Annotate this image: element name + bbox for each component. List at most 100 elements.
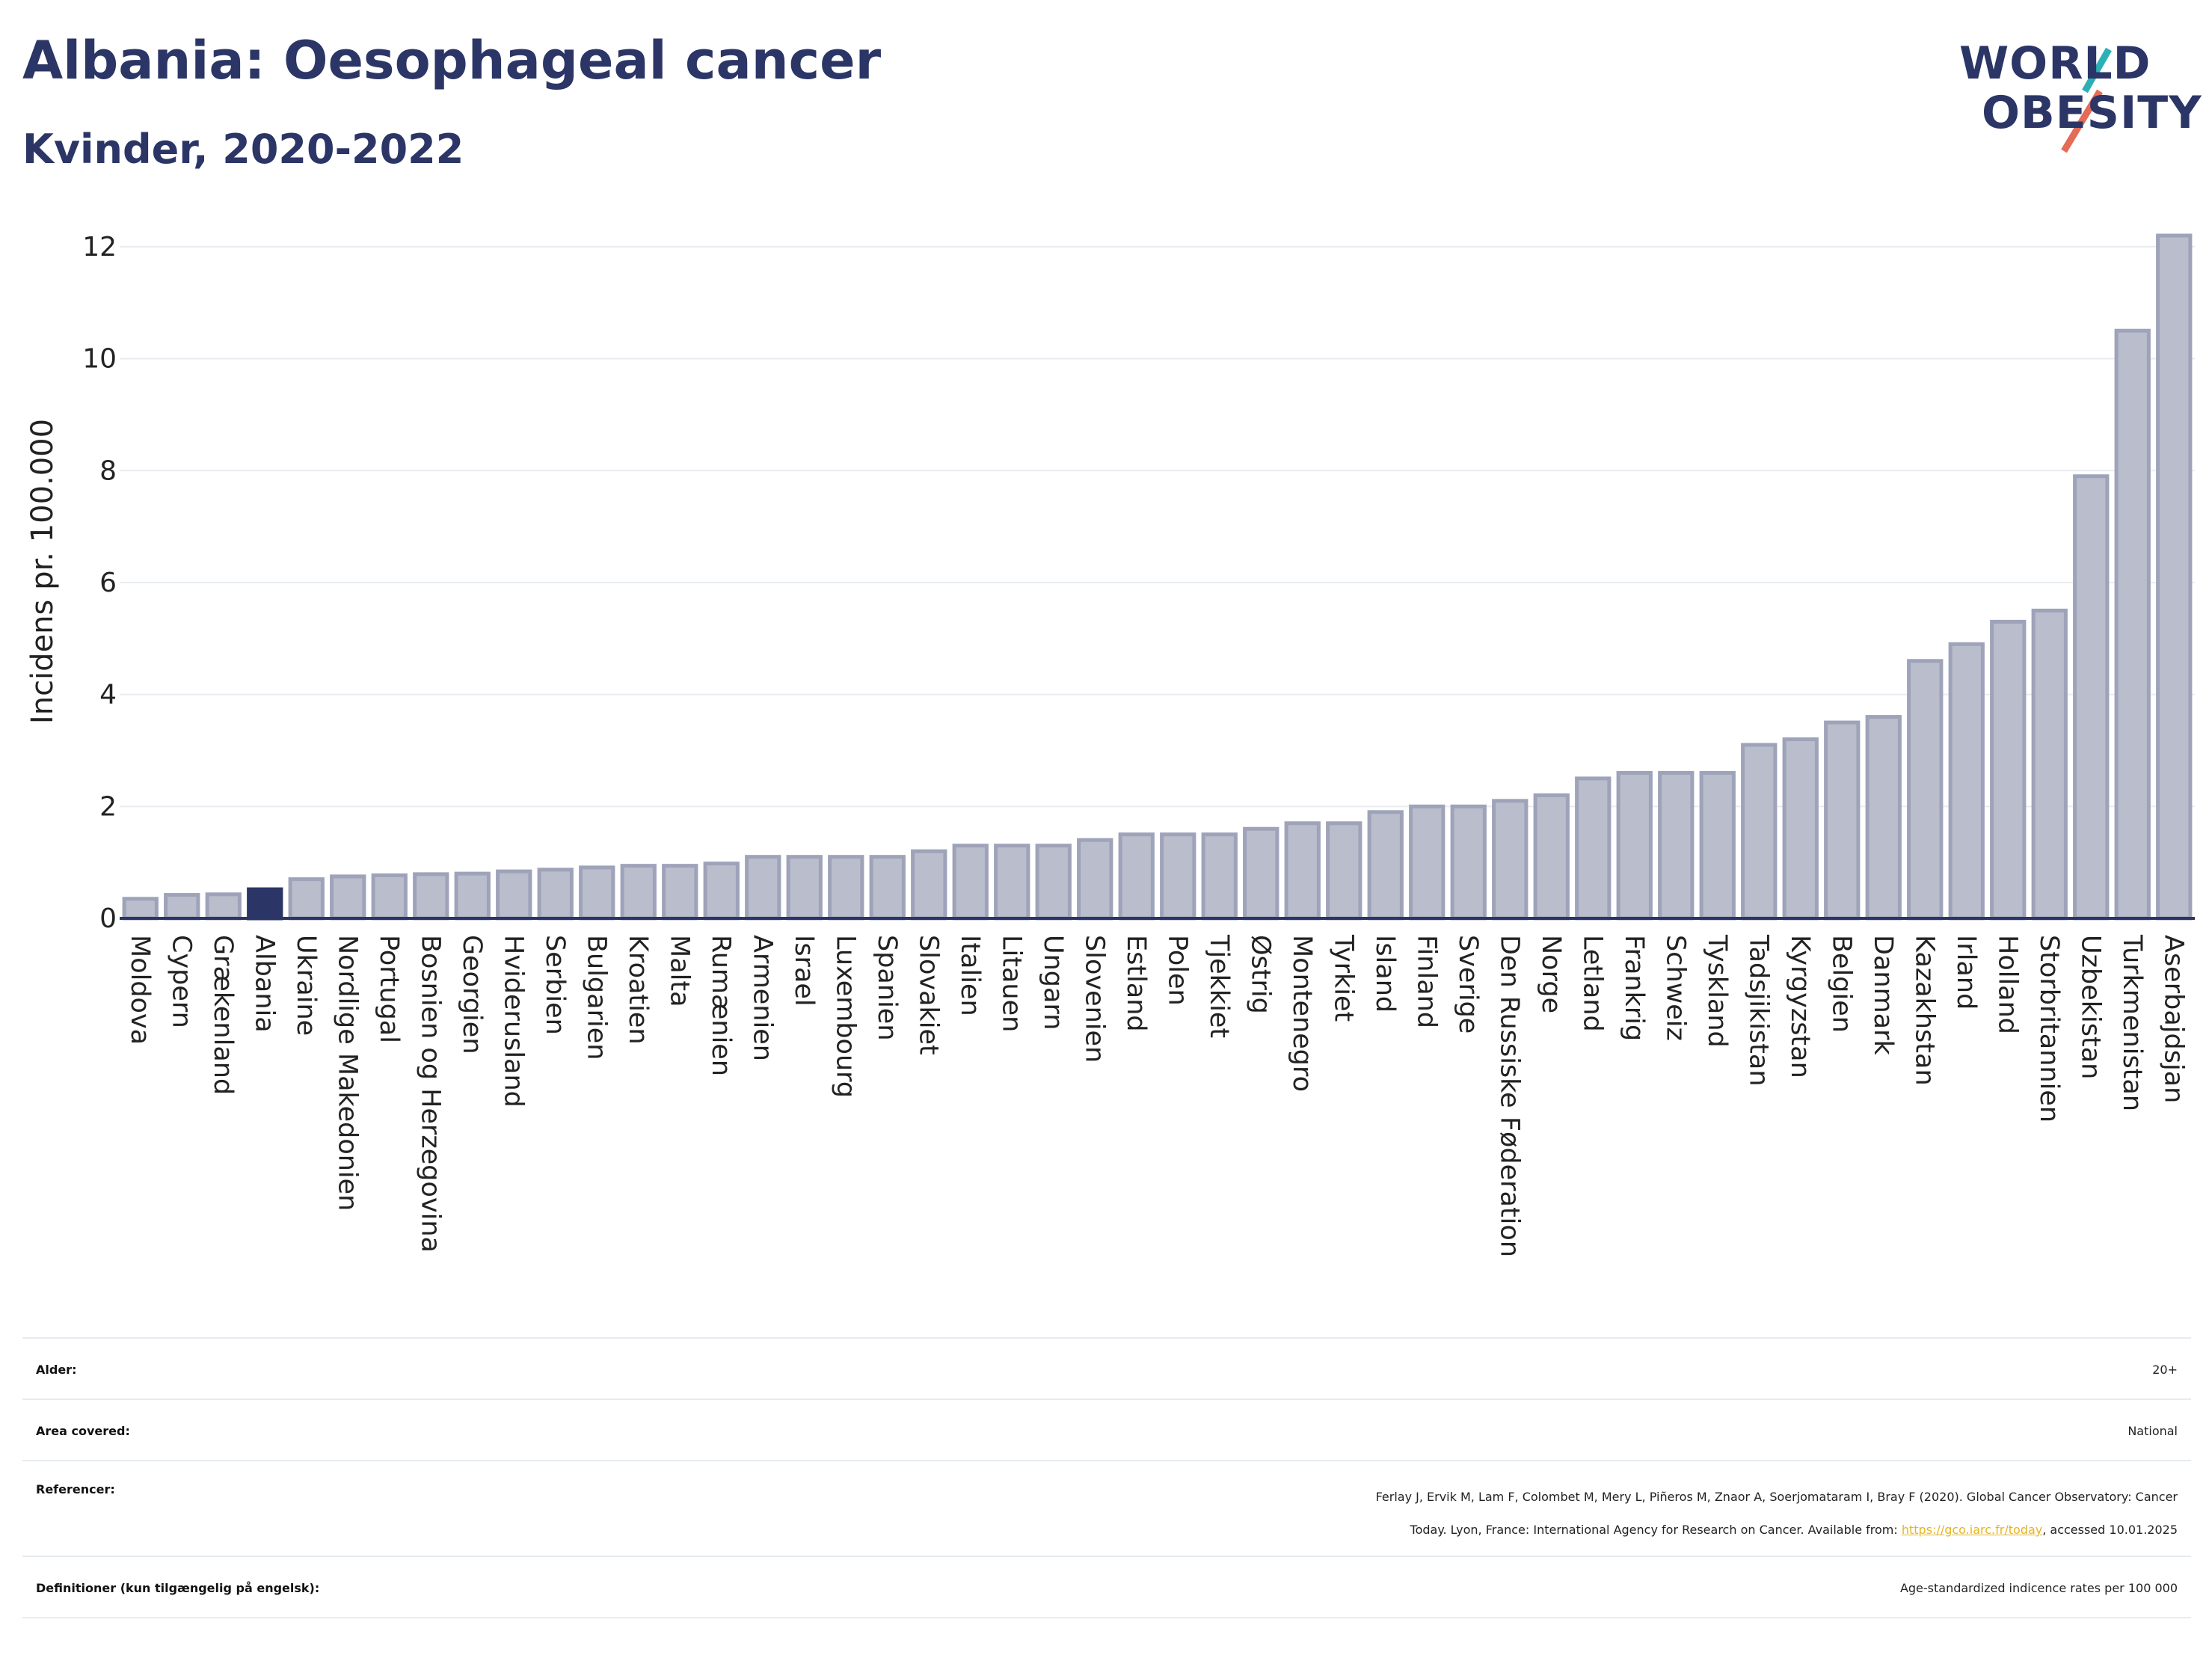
references-line1: Ferlay J, Ervik M, Lam F, Colombet M, Me… (1375, 1490, 2178, 1504)
age-label: Alder: (36, 1363, 77, 1377)
bar (2031, 608, 2068, 921)
bar (703, 862, 740, 921)
references-line2: Today. Lyon, France: International Agenc… (1376, 1514, 2178, 1547)
x-tick-label: Holland (1992, 935, 2022, 1034)
meta-row-definitions: Definitioner (kun tilgængelig på engelsk… (22, 1556, 2191, 1618)
x-tick-label: Malta (664, 935, 694, 1007)
x-tick-label: Tyrkiet (1328, 934, 1358, 1022)
x-tick-label: Letland (1577, 935, 1607, 1032)
bar (1699, 770, 1736, 921)
references-line2-text: Today. Lyon, France: International Agenc… (1410, 1523, 1902, 1537)
x-tick-label: Kyrgyzstan (1785, 935, 1815, 1078)
bar (1865, 715, 1902, 921)
x-tick-label: Luxembourg (830, 935, 860, 1098)
bar (1741, 743, 1778, 921)
x-tick-label: Tjekkiet (1204, 934, 1234, 1038)
bar (828, 855, 864, 921)
x-tick-label: Spanien (872, 935, 902, 1041)
bar (745, 855, 781, 921)
x-tick-label: Sverige (1453, 935, 1483, 1034)
y-tick-label: 12 (82, 232, 117, 262)
x-tick-label: Rumænien (706, 935, 736, 1076)
bar (579, 865, 615, 921)
x-tick-label: Tadsjikistan (1743, 934, 1773, 1087)
x-tick-label: Polen (1162, 935, 1192, 1006)
x-tick-label: Italien (955, 935, 985, 1016)
bar (1492, 799, 1529, 921)
bar (288, 877, 325, 921)
bar (1284, 821, 1321, 921)
x-tick-label: Ukraine (291, 935, 321, 1036)
bar (1409, 804, 1446, 921)
x-tick-label: Aserbajdsjan (2158, 935, 2188, 1103)
references-value: Ferlay J, Ervik M, Lam F, Colombet M, Me… (1376, 1481, 2178, 1547)
bar (247, 887, 283, 921)
x-tick-label: Slovakiet (913, 935, 943, 1055)
x-tick-label: Kazakhstan (1909, 935, 1939, 1086)
x-tick-label: Moldova (125, 935, 155, 1045)
x-tick-label: Litauen (996, 935, 1026, 1032)
x-tick-label: Kroatien (623, 935, 653, 1045)
x-tick-label: Østrig (1245, 935, 1275, 1014)
bar (2114, 328, 2151, 921)
bar (205, 892, 242, 921)
x-tick-label: Israel (789, 935, 819, 1007)
bar (1658, 770, 1695, 921)
page-subtitle: Kvinder, 2020-2022 (22, 126, 464, 173)
x-tick-label: Schweiz (1660, 935, 1690, 1041)
x-tick-label: Belgien (1826, 935, 1856, 1033)
bar (1575, 776, 1612, 921)
bar (1326, 821, 1362, 921)
bar (1824, 720, 1861, 921)
y-tick-label: 10 (82, 344, 117, 375)
x-tick-label: Armenien (747, 935, 777, 1061)
meta-row-area: Area covered: National (22, 1398, 2191, 1461)
logo-line1: WORLD (1959, 37, 2151, 90)
page-title: Albania: Oesophageal cancer (22, 30, 882, 91)
bar (330, 874, 366, 921)
x-tick-label: Uzbekistan (2075, 935, 2105, 1079)
gco-link[interactable]: https://gco.iarc.fr/today (1901, 1523, 2043, 1537)
bar (1907, 659, 1944, 921)
bar (952, 844, 989, 921)
bar (496, 869, 532, 921)
x-tick-label: Grækenland (208, 935, 238, 1095)
bar (620, 864, 657, 921)
bar (454, 871, 491, 921)
bar (122, 897, 159, 921)
bar (1160, 832, 1196, 921)
x-tick-label: Den Russiske Føderation (1494, 935, 1524, 1257)
age-value: 20+ (2152, 1363, 2178, 1377)
x-tick-label: Storbritannien (2034, 935, 2064, 1123)
meta-bottom-divider (22, 1617, 2191, 1618)
logo-line2: OBESITY (1982, 87, 2202, 139)
x-tick-label: Estland (1121, 935, 1151, 1032)
area-value: National (2127, 1424, 2178, 1438)
x-tick-label: Finland (1411, 935, 1441, 1028)
bar (1782, 737, 1819, 921)
y-tick-label: 6 (99, 568, 117, 598)
references-label: Referencer: (36, 1482, 115, 1496)
bar (371, 873, 408, 921)
bar (1077, 838, 1113, 921)
bar-chart: 0 2 4 6 8 10 12 Incidens pr. 100.000 Moldova Cype… (25, 232, 2195, 1257)
x-tick-label: Hviderusland (498, 935, 528, 1108)
x-tick-label: Frankrig (1619, 935, 1649, 1041)
bar (1118, 832, 1155, 921)
x-tick-label: Ungarn (1038, 935, 1068, 1030)
bar (537, 868, 574, 921)
x-tick-label: Danmark (1868, 935, 1898, 1056)
bar (2073, 474, 2110, 921)
bar (1948, 642, 1985, 921)
y-axis-label: Incidens pr. 100.000 (25, 419, 60, 724)
bar (1201, 832, 1238, 921)
area-label: Area covered: (36, 1424, 130, 1438)
y-tick-label: 4 (99, 680, 117, 710)
bar (869, 855, 906, 921)
x-tick-label: Irland (1951, 935, 1981, 1010)
x-tick-label: Georgien (457, 935, 487, 1054)
x-tick-label: Slovenien (1079, 935, 1109, 1063)
x-tick-label: Albania (249, 935, 279, 1033)
bar (662, 864, 698, 921)
bar (1616, 770, 1653, 921)
